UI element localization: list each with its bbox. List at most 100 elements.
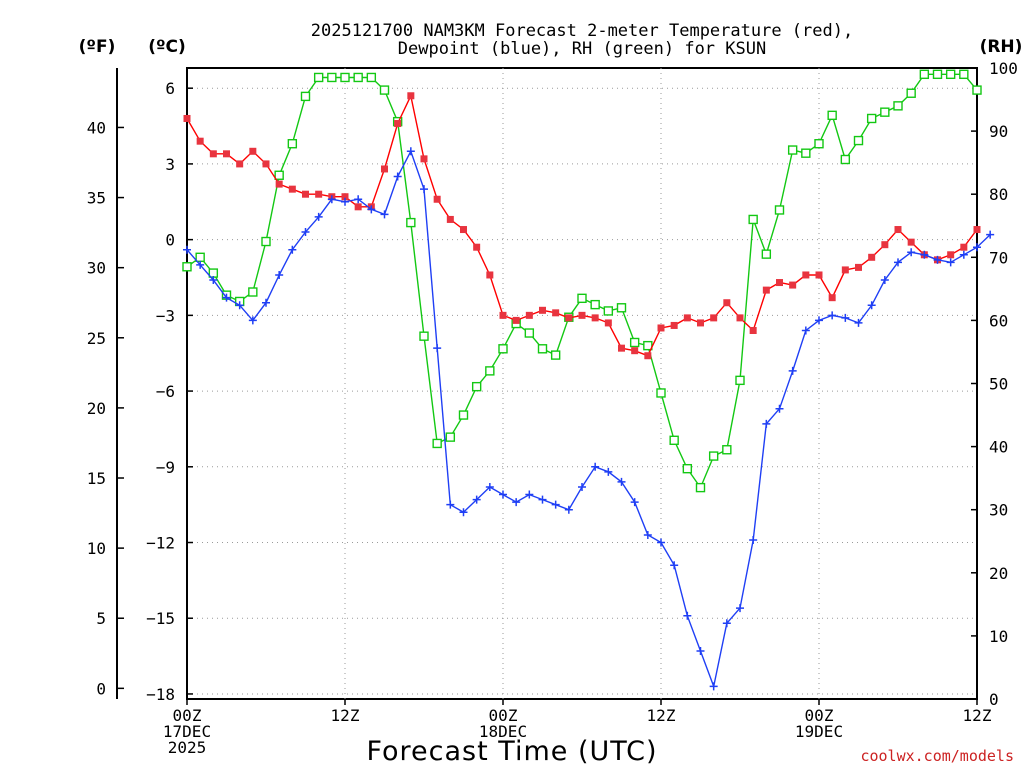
temperature-point	[486, 271, 494, 279]
x-tick-label: 17DEC	[163, 722, 211, 741]
temperature-point	[512, 316, 520, 324]
rh-point	[550, 350, 561, 360]
rh-tick-label: 70	[989, 248, 1008, 267]
dewpoint-point	[341, 197, 349, 206]
dewpoint-point	[933, 255, 942, 264]
dewpoint-point	[248, 316, 257, 325]
dewpoint-point	[367, 205, 376, 214]
dewpoint-point	[801, 326, 810, 335]
rh-point	[287, 139, 298, 149]
rh-point	[498, 344, 508, 354]
x-tick-label: 00Z	[805, 706, 834, 725]
temperature-point	[644, 352, 652, 360]
rh-point	[695, 482, 706, 493]
rh-point	[590, 299, 600, 310]
temperature-point	[828, 294, 836, 302]
temperature-point	[789, 281, 797, 289]
dewpoint-point	[894, 258, 902, 267]
fahrenheit-tick-label: 25	[87, 329, 106, 348]
x-tick-label: 00Z	[173, 706, 202, 725]
grid-layer	[187, 68, 977, 699]
rh-point	[932, 69, 943, 80]
dewpoint-point	[749, 535, 758, 544]
temperature-point	[736, 314, 744, 322]
rh-tick-label: 100	[989, 59, 1018, 78]
dewpoint-point	[578, 482, 586, 491]
rh-point	[629, 337, 640, 348]
dewpoint-point	[841, 313, 850, 322]
temperature-point	[631, 347, 639, 355]
celsius-tick-label: −9	[156, 458, 175, 477]
rh-tick-label: 20	[989, 564, 1008, 583]
x-tick-label: 2025	[168, 738, 207, 757]
celsius-tick-label: 0	[165, 231, 175, 250]
dewpoint-point	[604, 467, 613, 476]
chart-title-line1: 2025121700 NAM3KM Forecast 2-meter Tempe…	[311, 21, 853, 41]
temperature-point	[723, 299, 731, 307]
fahrenheit-tick-label: 35	[87, 189, 106, 208]
temperature-point	[618, 344, 625, 352]
celsius-tick-label: −6	[156, 382, 175, 401]
dewpoint-point	[459, 508, 468, 517]
series-layer	[182, 69, 995, 691]
rh-point	[327, 72, 337, 83]
dewpoint-point	[907, 248, 916, 257]
rh-point	[761, 249, 772, 259]
dewpoint-point	[209, 276, 218, 285]
temperature-point	[525, 311, 533, 319]
dewpoint-point	[538, 495, 547, 504]
dewpoint-point	[525, 490, 534, 499]
temperature-point	[354, 203, 362, 211]
rh-point	[919, 69, 930, 80]
rh-point	[827, 110, 837, 121]
dewpoint-point	[722, 619, 731, 628]
rh-point	[748, 214, 758, 225]
x-tick-label: 18DEC	[479, 722, 527, 741]
temperature-point	[960, 243, 968, 251]
rh-point	[432, 438, 442, 449]
dewpoint-point	[815, 316, 823, 325]
dewpoint-point	[762, 419, 771, 428]
rh-point	[906, 88, 916, 98]
temperature-point	[578, 311, 586, 319]
celsius-tick-label: −12	[146, 534, 175, 553]
rh-point	[656, 388, 666, 398]
celsius-tick-label: 6	[165, 79, 175, 98]
temperature-point	[473, 243, 481, 251]
rh-point	[274, 170, 284, 180]
temperature-point	[236, 160, 244, 168]
temperature-point	[499, 311, 507, 319]
celsius-tick-label: −18	[146, 685, 175, 704]
temperature-point	[815, 271, 823, 279]
rh-point	[458, 410, 469, 420]
temperature-point	[868, 253, 876, 261]
temperature-point	[433, 195, 441, 203]
dewpoint-point	[327, 195, 336, 204]
dewpoint-point	[183, 245, 191, 254]
dewpoint-point	[867, 301, 876, 310]
temperature-point	[420, 155, 428, 163]
rh-point	[353, 72, 363, 83]
temperature-point	[183, 114, 191, 122]
temperature-point	[288, 185, 296, 193]
chart-title-line2: Dewpoint (blue), RH (green) for KSUN	[398, 39, 766, 59]
temperature-point	[670, 321, 678, 329]
fahrenheit-tick-label: 0	[96, 679, 106, 698]
rh-point	[406, 217, 416, 228]
dewpoint-point	[591, 462, 600, 471]
credit-link[interactable]: coolwx.com/models	[860, 747, 1014, 765]
rh-tick-label: 60	[989, 311, 1008, 330]
dewpoint-point	[420, 185, 428, 194]
rh-point	[445, 432, 456, 442]
dewpoint-point	[406, 147, 415, 156]
x-axis-title: Forecast Time (UTC)	[366, 736, 657, 767]
plot-frame	[186, 67, 978, 700]
dewpoint-point	[222, 293, 231, 302]
rh-point	[537, 344, 548, 354]
dewpoint-point	[709, 682, 718, 691]
temperature-point	[710, 314, 718, 322]
rh-point	[959, 69, 969, 80]
dewpoint-point	[736, 604, 744, 613]
dewpoint-series	[183, 147, 995, 691]
temperature-point	[552, 309, 560, 317]
